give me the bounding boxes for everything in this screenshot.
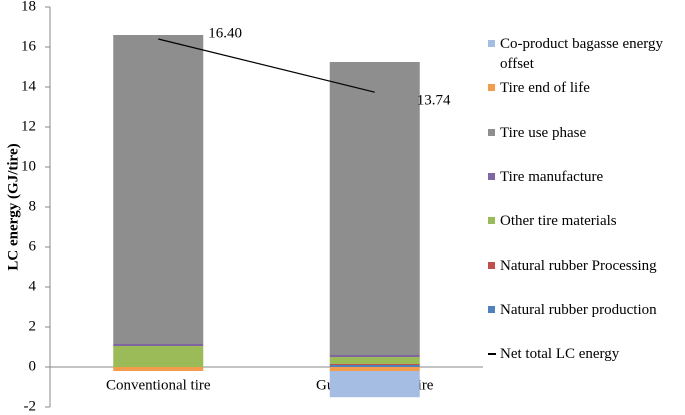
legend-label: Tire end of life [500,80,590,97]
legend-label: Other tire materials [500,213,617,230]
y-axis-title: LC energy (GJ/tire) [5,143,21,270]
bar-segment [329,62,420,355]
bar-segment [329,357,420,364]
legend-swatch [488,261,495,269]
bar-segment [113,367,204,371]
legend-swatch [488,305,495,313]
legend-swatch [488,40,495,47]
bar-segment [329,365,420,367]
bar-segment [329,367,420,371]
bar-segment [113,344,204,346]
y-tick-label: 4 [29,278,37,294]
legend-label: Natural rubber Processing [500,257,657,274]
legend-label: Co-product bagasse energy offset [500,36,664,72]
legend-item: Tire use phase [488,123,680,143]
legend-label: Tire manufacture [500,168,604,185]
legend-swatch [488,353,496,356]
bar-segment [113,346,204,367]
legend-label: Tire use phase [500,124,587,141]
value-label: 13.74 [417,93,451,109]
legend-item: Natural rubber production [488,300,680,320]
legend-item: Tire manufacture [488,167,680,187]
legend-item: Co-product bagasse energy offset [488,34,680,74]
bar-segment [329,371,420,398]
y-tick-label: 14 [21,78,37,94]
value-label: 16.40 [208,25,242,41]
x-tick-label: Conventional tire [106,377,211,393]
legend-item: Natural rubber Processing [488,256,680,276]
legend-swatch [488,172,495,180]
legend-label: Natural rubber production [500,301,657,318]
legend-swatch [488,217,495,225]
legend-item: Other tire materials [488,211,680,231]
y-tick-label: 18 [21,0,36,14]
net-line [158,38,375,93]
y-tick-label: -2 [24,398,37,414]
y-tick-label: 0 [29,358,37,374]
y-tick-label: 2 [29,318,37,334]
legend-item: Tire end of life [488,78,680,98]
legend-swatch [488,128,495,136]
y-tick-label: 8 [29,198,37,214]
y-tick-label: 12 [21,118,36,134]
y-tick-label: 16 [21,38,37,54]
legend-item: Net total LC energy [488,344,680,364]
bar-segment [329,364,420,365]
bar-segment [329,355,420,357]
bar-segment [113,35,204,344]
legend-swatch [488,84,495,92]
y-tick-label: 6 [29,238,37,254]
y-tick-label: 10 [21,158,36,174]
legend-label: Net total LC energy [500,346,620,363]
